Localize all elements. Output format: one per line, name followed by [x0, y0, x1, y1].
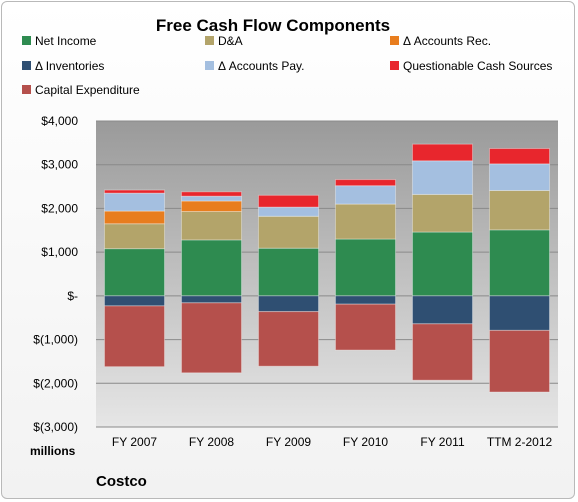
- legend-label-net-income: Net Income: [35, 34, 97, 48]
- x-axis: FY 2007 FY 2008 FY 2009 FY 2010 FY 2011 TTM 2…: [112, 435, 553, 449]
- legend-label-delta-inventories: Δ Inventories: [35, 59, 104, 73]
- bar-delta-accounts-pay: [488, 163, 551, 192]
- bar-capital-expenditure: [180, 302, 243, 374]
- legend-swatch-capital-expenditure: [22, 85, 31, 94]
- x-tick-label: TTM 2-2012: [487, 435, 553, 449]
- y-tick-label: $4,000: [41, 114, 78, 128]
- legend-label-capital-expenditure: Capital Expenditure: [35, 83, 140, 97]
- bar-questionable-cash-sources: [257, 194, 320, 208]
- bar-questionable-cash-sources: [334, 179, 397, 187]
- bar-questionable-cash-sources: [103, 189, 166, 194]
- bar-net-income: [103, 248, 166, 297]
- legend-swatch-delta-accounts-rec: [390, 36, 399, 45]
- y-tick-label: $-: [67, 289, 78, 303]
- x-tick-label: FY 2010: [343, 435, 388, 449]
- legend-label-danda: D&A: [218, 34, 243, 48]
- y-tick-label: $(2,000): [33, 376, 78, 390]
- bar-delta-inventories: [334, 295, 397, 305]
- bar-net-income: [180, 239, 243, 297]
- bar-danda: [488, 190, 551, 231]
- bar-capital-expenditure: [334, 303, 397, 351]
- y-tick-label: $1,000: [41, 245, 78, 259]
- bar-delta-accounts-pay: [334, 185, 397, 205]
- bar-questionable-cash-sources: [180, 191, 243, 197]
- bar-net-income: [411, 231, 474, 297]
- bar-capital-expenditure: [411, 323, 474, 381]
- chart-title: Free Cash Flow Components: [156, 16, 390, 35]
- plot-area: [96, 121, 558, 427]
- y-tick-label: $(1,000): [33, 333, 78, 347]
- bar-delta-accounts-rec: [103, 210, 166, 225]
- legend: Net Income D&A Δ Accounts Rec. Δ Inventorie…: [22, 34, 552, 97]
- x-tick-label: FY 2009: [266, 435, 311, 449]
- y-tick-label: $2,000: [41, 201, 78, 215]
- bar-net-income: [488, 229, 551, 297]
- bar-danda: [103, 223, 166, 250]
- legend-swatch-danda: [205, 36, 214, 45]
- bar-delta-accounts-pay: [180, 195, 243, 202]
- bar-delta-accounts-pay: [257, 206, 320, 217]
- bar-delta-inventories: [488, 295, 551, 331]
- legend-swatch-questionable-cash-sources: [390, 61, 399, 70]
- bar-delta-inventories: [257, 295, 320, 313]
- y-tick-label: $3,000: [41, 158, 78, 172]
- x-tick-label: FY 2011: [420, 435, 465, 449]
- legend-swatch-net-income: [22, 36, 31, 45]
- bar-capital-expenditure: [257, 311, 320, 367]
- legend-swatch-delta-inventories: [22, 61, 31, 70]
- x-tick-label: FY 2008: [189, 435, 234, 449]
- legend-label-questionable-cash-sources: Questionable Cash Sources: [403, 59, 552, 73]
- legend-label-delta-accounts-rec: Δ Accounts Rec.: [403, 34, 491, 48]
- bar-delta-inventories: [180, 295, 243, 304]
- x-tick-label: FY 2007: [112, 435, 157, 449]
- y-tick-label: $(3,000): [33, 420, 78, 434]
- bar-questionable-cash-sources: [488, 148, 551, 165]
- bar-net-income: [334, 238, 397, 297]
- bar-delta-inventories: [411, 295, 474, 325]
- bar-delta-accounts-rec: [180, 200, 243, 212]
- bar-delta-accounts-pay: [411, 160, 474, 195]
- gridlines: [96, 120, 558, 428]
- legend-label-delta-accounts-pay: Δ Accounts Pay.: [218, 59, 305, 73]
- company-label: Costco: [96, 473, 147, 490]
- bar-delta-accounts-pay: [103, 192, 166, 212]
- bar-questionable-cash-sources: [411, 143, 474, 162]
- bar-capital-expenditure: [488, 329, 551, 393]
- bar-delta-inventories: [103, 295, 166, 307]
- bar-danda: [411, 193, 474, 233]
- bar-danda: [257, 215, 320, 249]
- bars: [103, 143, 551, 393]
- y-axis: $4,000 $3,000 $2,000 $1,000 $- $(1,000) $(2,00…: [33, 114, 78, 434]
- bar-capital-expenditure: [103, 305, 166, 368]
- bar-net-income: [257, 247, 320, 297]
- bar-danda: [180, 210, 243, 241]
- bar-danda: [334, 203, 397, 240]
- unit-label: millions: [30, 444, 76, 458]
- legend-swatch-delta-accounts-pay: [205, 61, 214, 70]
